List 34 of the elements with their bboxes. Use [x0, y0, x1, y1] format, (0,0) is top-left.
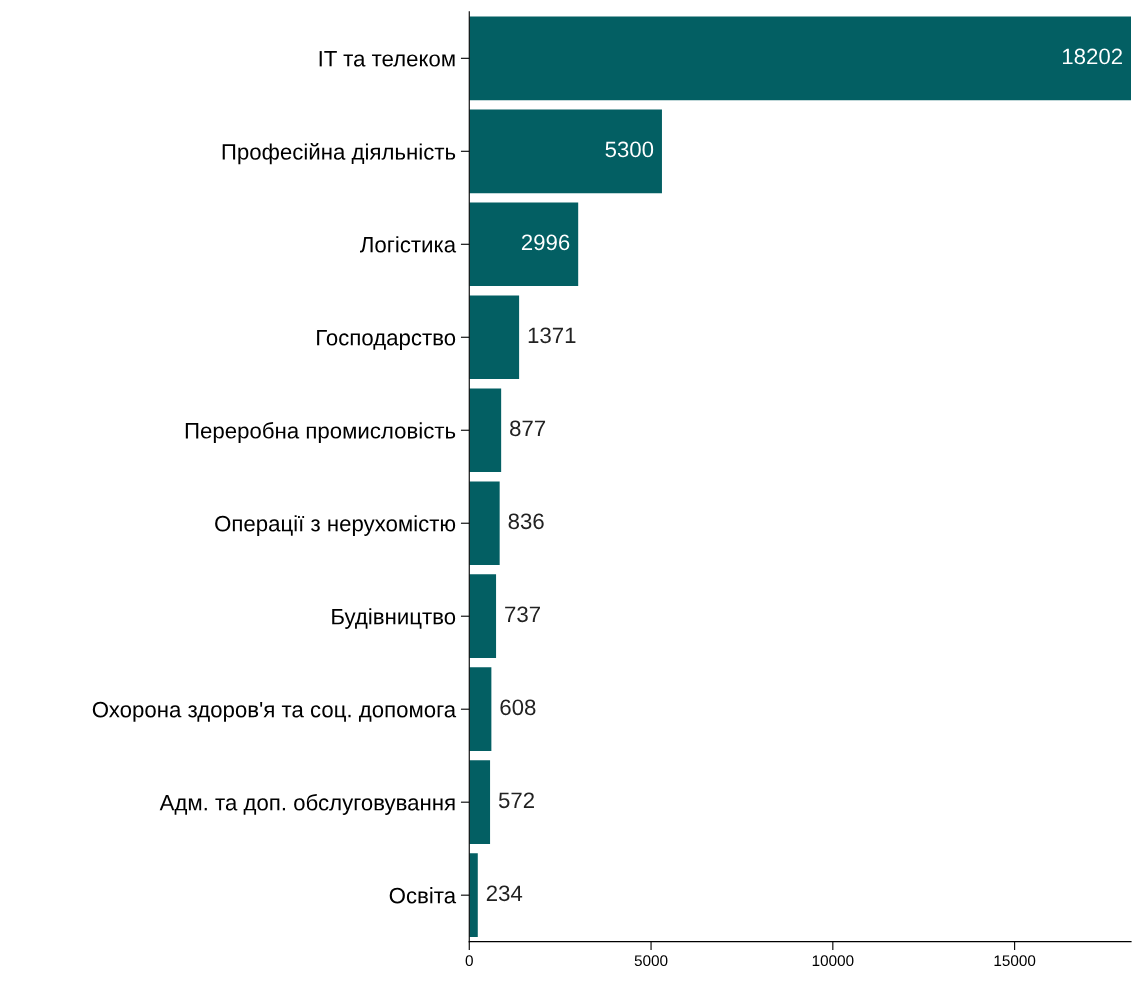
y-tick-label: IT та телеком: [319, 51, 455, 67]
data-label: 572: [498, 792, 534, 809]
y-tick-label: Господарство: [317, 330, 456, 350]
y-tick-label: Охорона здоров'я та соц. допомога: [92, 701, 457, 722]
y-tick-label: Переробна промисловість: [185, 422, 456, 444]
bar: [469, 760, 491, 845]
y-tick-label: Адм. та доп. обслуговування: [159, 794, 455, 815]
data-label: 877: [510, 420, 546, 437]
y-tick-label: Логістика: [360, 236, 457, 253]
x-tick-label: 5000: [634, 955, 668, 967]
data-label: 608: [500, 699, 536, 716]
y-tick-label: Освіта: [389, 887, 457, 904]
bar: [469, 109, 662, 194]
x-tick-label: 0: [465, 955, 473, 967]
data-label: 234: [486, 885, 523, 902]
y-tick-label: Будівництво: [332, 608, 456, 629]
y-tick-label: Операції з нерухомістю: [215, 515, 456, 536]
bar: [469, 667, 492, 752]
bar: [469, 853, 478, 938]
data-label: 18202: [1062, 48, 1122, 65]
x-tick-label: 15000: [994, 955, 1036, 967]
y-tick-label: Професійна діяльність: [222, 143, 456, 165]
data-label: 737: [505, 606, 540, 623]
bar: [469, 16, 1132, 101]
x-tick-label: 10000: [812, 955, 854, 967]
data-label: 5300: [605, 141, 654, 158]
bar: [469, 481, 500, 566]
data-label: 836: [508, 513, 544, 530]
bar: [469, 388, 502, 473]
data-label: 2996: [521, 234, 570, 251]
bar: [469, 202, 579, 287]
data-label: 1371: [528, 327, 576, 344]
bar: [469, 295, 520, 380]
bar: [469, 574, 497, 659]
